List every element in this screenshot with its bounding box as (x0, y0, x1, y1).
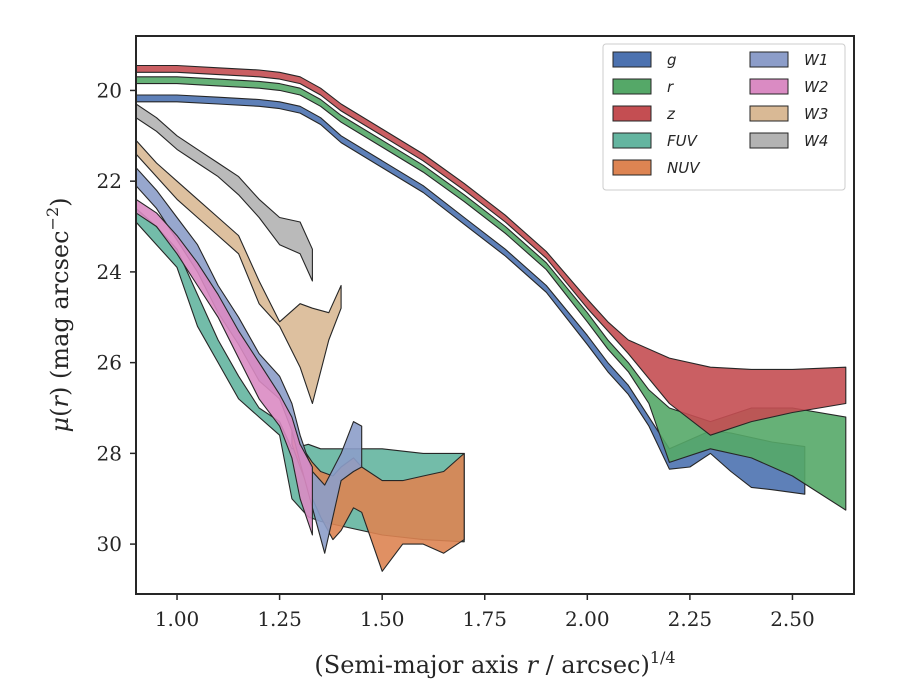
legend: grz FUV NUV W1 W2 W3 W4 (602, 43, 846, 191)
x-tick-label: 2.25 (668, 607, 713, 631)
x-axis: 1.00 1.25 1.50 1.75 2.00 2.25 2.50 (155, 594, 815, 631)
legend-swatch-w3 (749, 105, 789, 122)
band-w3 (136, 139, 342, 405)
band-layer (136, 64, 847, 572)
legend-swatch-w2 (749, 78, 789, 95)
x-tick-label: 1.25 (257, 607, 302, 631)
x-tick-label: 1.75 (462, 607, 507, 631)
y-tick-label: 28 (97, 441, 122, 465)
x-axis-title: (Semi-major axis r / arcsec)1/4 (314, 648, 675, 679)
band-fuv (136, 207, 465, 543)
x-tick-label: 2.00 (565, 607, 610, 631)
y-tick-label: 26 (97, 351, 122, 375)
legend-swatch-g (612, 51, 652, 68)
legend-swatch-fuv (612, 132, 652, 149)
legend-label-z: z (666, 105, 676, 123)
band-z (136, 64, 847, 436)
x-tick-label: 2.50 (770, 607, 815, 631)
y-tick-label: 22 (97, 169, 122, 193)
legend-label-w4: W4 (804, 132, 828, 150)
y-tick-label: 24 (97, 260, 122, 284)
legend-label-w2: W2 (804, 78, 828, 96)
band-r (136, 76, 847, 511)
legend-swatch-nuv (612, 159, 652, 176)
legend-label-r: r (667, 78, 674, 96)
legend-label-w1: W1 (804, 51, 828, 69)
y-axis-title: μ(r) (mag arcsec−2) (43, 197, 74, 432)
plot-frame (135, 35, 855, 595)
x-tick-label: 1.00 (155, 607, 200, 631)
y-tick-label: 20 (97, 78, 122, 102)
x-tick-label: 1.50 (360, 607, 405, 631)
legend-label-fuv: FUV (667, 132, 699, 150)
band-w2 (136, 198, 313, 536)
y-axis: 20 22 24 26 28 30 (97, 78, 136, 556)
legend-label-nuv: NUV (667, 159, 701, 177)
y-tick-label: 30 (97, 532, 122, 556)
legend-swatch-w4 (749, 132, 789, 149)
legend-label-w3: W3 (804, 105, 828, 123)
band-w4 (136, 103, 313, 282)
legend-swatch-w1 (749, 51, 789, 68)
legend-swatch-z (612, 105, 652, 122)
legend-swatch-r (612, 78, 652, 95)
legend-label-g: g (667, 51, 677, 69)
